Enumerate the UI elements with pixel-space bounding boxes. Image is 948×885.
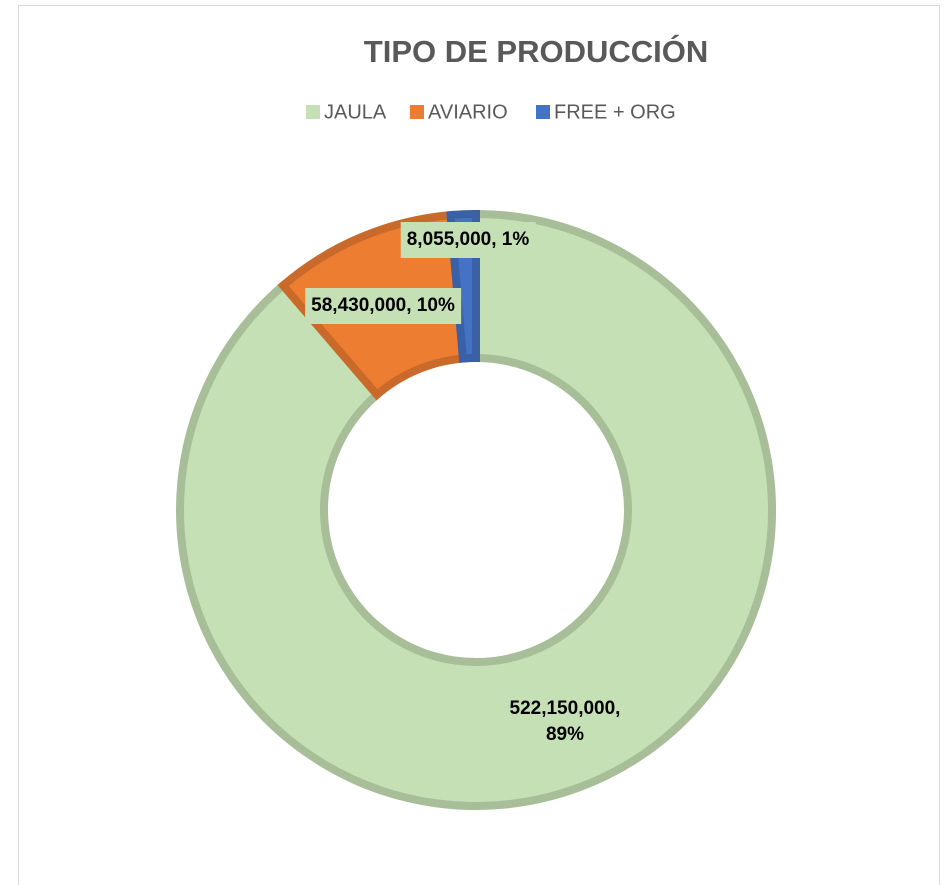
chart-title: TIPO DE PRODUCCIÓN [364, 33, 708, 69]
legend-label: AVIARIO [428, 101, 508, 123]
data-label: 58,430,000, 10% [305, 288, 461, 324]
legend-swatch [410, 105, 424, 119]
data-label: 8,055,000, 1% [400, 222, 536, 258]
donut-slice [176, 209, 776, 810]
legend-label: FREE + ORG [554, 101, 676, 123]
legend-label: JAULA [324, 101, 387, 123]
legend-swatch [536, 105, 550, 119]
data-label: 522,150,000, 89% [509, 698, 621, 745]
legend-swatch [306, 105, 320, 119]
